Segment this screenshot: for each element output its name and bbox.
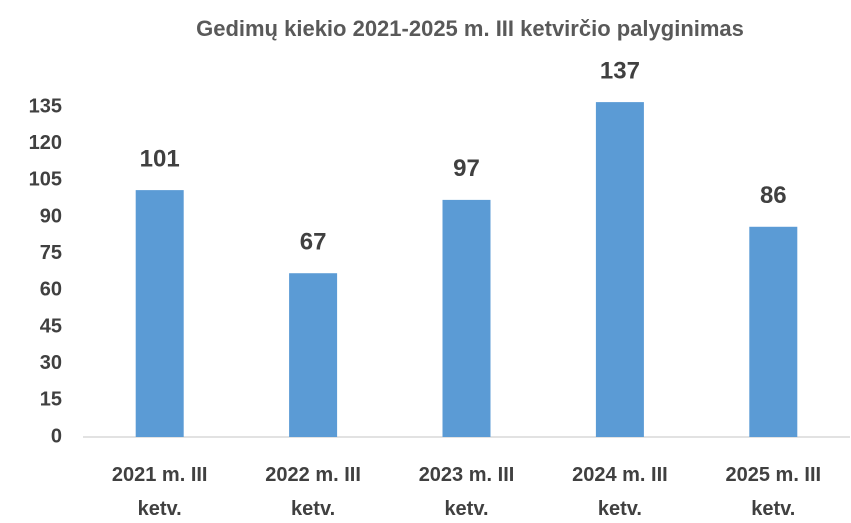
bar	[289, 273, 338, 437]
data-label: 101	[140, 145, 180, 172]
x-tick-label-line: ketv.	[751, 498, 795, 520]
x-tick-label-line: ketv.	[444, 498, 488, 520]
data-label: 97	[453, 155, 480, 182]
y-tick-label: 120	[29, 132, 62, 154]
x-tick-label-line: 2022 m. III	[265, 464, 361, 486]
y-tick-label: 105	[29, 169, 62, 191]
data-label: 67	[300, 229, 327, 256]
x-tick-label-line: ketv.	[598, 498, 642, 520]
x-tick-label: 2024 m. III ketv.	[572, 464, 668, 520]
x-tick-label: 2023 m. III ketv.	[419, 464, 515, 520]
y-tick-label: 45	[40, 315, 62, 337]
x-tick-label: 2021 m. III ketv.	[112, 464, 208, 520]
x-tick-label: 2025 m. III ketv.	[725, 464, 821, 520]
y-tick-label: 30	[40, 352, 62, 374]
x-tick-label-line: 2024 m. III	[572, 464, 668, 486]
y-tick-label: 15	[40, 389, 62, 411]
y-tick-label: 75	[40, 242, 62, 264]
data-label: 137	[600, 57, 640, 84]
x-tick-label: 2022 m. III ketv.	[265, 464, 361, 520]
x-tick-label-line: 2021 m. III	[112, 464, 208, 486]
chart-title: Gedimų kiekio 2021-2025 m. III ketvirčio…	[196, 16, 744, 41]
x-tick-label-line: ketv.	[138, 498, 182, 520]
bar	[442, 199, 491, 437]
data-label: 86	[760, 182, 787, 209]
y-tick-label: 60	[40, 279, 62, 301]
x-tick-label-line: 2023 m. III	[419, 464, 515, 486]
y-tick-label: 90	[40, 205, 62, 227]
y-tick-label: 0	[51, 425, 62, 447]
x-tick-label-line: 2025 m. III	[725, 464, 821, 486]
y-tick-label: 135	[29, 95, 62, 117]
bar	[135, 190, 184, 437]
x-tick-label-line: ketv.	[291, 498, 335, 520]
bar	[595, 102, 644, 437]
bar	[749, 226, 798, 437]
